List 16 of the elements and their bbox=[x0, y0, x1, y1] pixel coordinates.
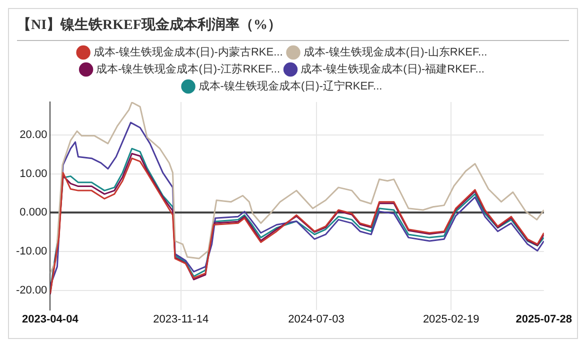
legend-label: 成本-镍生铁现金成本(日)-山东RKEF... bbox=[303, 46, 488, 59]
legend-label: 成本-镍生铁现金成本(日)-内蒙古RKE... bbox=[93, 46, 283, 59]
x-tick-label: 2023-04-04 bbox=[22, 313, 80, 326]
y-tick-label: -10.00 bbox=[16, 246, 48, 258]
y-tick-label: -20.00 bbox=[16, 284, 48, 296]
y-tick-label: 20.00 bbox=[20, 129, 48, 142]
chart-title: 【NI】镍生铁RKEF现金成本利润率（%） bbox=[17, 9, 569, 41]
x-tick-label: 2025-02-19 bbox=[422, 313, 480, 326]
x-tick-label: 2025-07-28 bbox=[516, 313, 572, 326]
y-tick-label: 0.000 bbox=[20, 206, 48, 219]
legend-label: 成本-镍生铁现金成本(日)-辽宁RKEF... bbox=[198, 80, 382, 93]
legend-label: 成本-镍生铁现金成本(日)-江苏RKEF... bbox=[96, 62, 280, 76]
legend-label: 成本-镍生铁现金成本(日)-福建RKEF... bbox=[300, 62, 484, 76]
x-tick-label: 2023-11-14 bbox=[153, 313, 209, 326]
x-tick-label: 2024-07-03 bbox=[288, 313, 344, 326]
y-tick-label: 10.00 bbox=[20, 168, 48, 180]
